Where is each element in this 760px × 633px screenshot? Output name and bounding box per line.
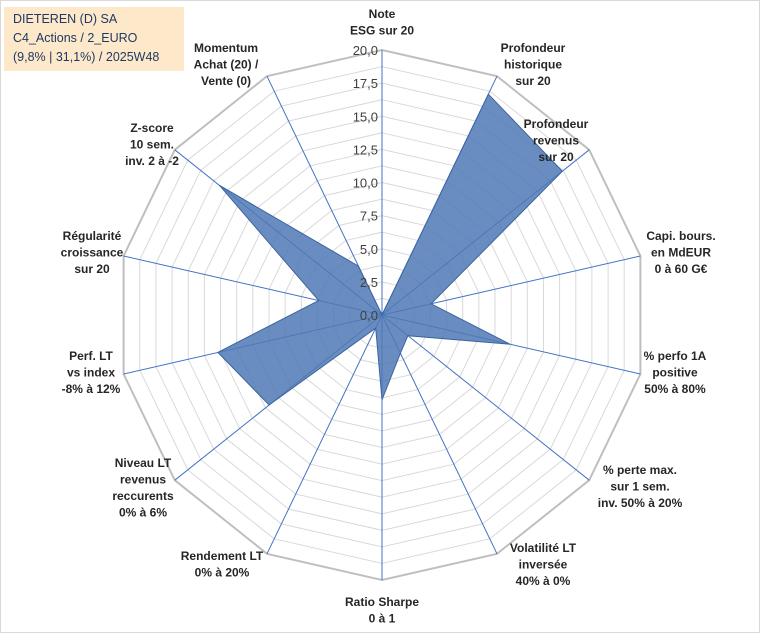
axis-label-line: Ratio Sharpe bbox=[345, 595, 419, 609]
radar-spoke bbox=[266, 314, 383, 555]
axis-label-line: Rendement LT bbox=[181, 549, 264, 563]
axis-label-line: inv. 50% à 20% bbox=[598, 496, 683, 510]
axis-label-line: Achat (20) / bbox=[194, 58, 259, 72]
axis-label: Ratio Sharpe 0 à 1 bbox=[345, 595, 419, 626]
axis-label-line: Volatilité LT bbox=[510, 541, 577, 555]
axis-label-line: Note bbox=[369, 7, 396, 21]
axis-label-line: 0 à 60 G€ bbox=[655, 262, 708, 276]
axis-label: Momentum Achat (20) / Vente (0) bbox=[194, 41, 259, 88]
axis-label-line: Z-score bbox=[130, 121, 174, 135]
axis-label: Profondeur historique sur 20 bbox=[501, 41, 566, 88]
axis-label-line: inversée bbox=[519, 558, 568, 572]
axis-label-line: -8% à 12% bbox=[62, 382, 121, 396]
axis-label: Z-score 10 sem. inv. 2 à -2 bbox=[125, 121, 179, 168]
axis-label-line: Régularité bbox=[63, 229, 122, 243]
axis-label-line: revenus bbox=[533, 134, 579, 148]
axis-label-line: 0% à 20% bbox=[195, 566, 250, 580]
axis-label: Capi. bours. en MdEUR 0 à 60 G€ bbox=[646, 229, 715, 276]
axis-label-line: Momentum bbox=[194, 41, 258, 55]
axis-label-line: Profondeur bbox=[524, 117, 589, 131]
axis-label-line: Profondeur bbox=[501, 41, 566, 55]
axis-label: % perte max. sur 1 sem. inv. 50% à 20% bbox=[598, 463, 683, 510]
chart-title-box: DIETEREN (D) SA C4_Actions / 2_EURO (9,8… bbox=[4, 7, 184, 71]
axis-label: % perfo 1A positive 50% à 80% bbox=[644, 349, 707, 396]
radar-tick-label: 2,5 bbox=[360, 275, 378, 290]
axis-label: Volatilité LT inversée 40% à 0% bbox=[510, 541, 577, 588]
title-line-2: C4_Actions / 2_EURO bbox=[13, 31, 138, 45]
radar-axis-labels: Note ESG sur 20 Profondeur historique sur 20… bbox=[61, 7, 716, 626]
radar-tick-label: 0,0 bbox=[360, 308, 378, 323]
axis-label-line: Vente (0) bbox=[201, 74, 251, 88]
axis-label-line: sur 20 bbox=[74, 262, 110, 276]
title-line-1: DIETEREN (D) SA bbox=[13, 12, 118, 26]
radar-tick-label: 10,0 bbox=[353, 176, 378, 191]
radar-tick-label: 12,5 bbox=[353, 142, 378, 157]
axis-label-line: sur 20 bbox=[538, 150, 574, 164]
radar-tick-label: 15,0 bbox=[353, 109, 378, 124]
radar-tick-label: 17,5 bbox=[353, 76, 378, 91]
axis-label-line: % perfo 1A bbox=[644, 349, 707, 363]
axis-label-line: sur 20 bbox=[515, 74, 551, 88]
radar-tick-label: 7,5 bbox=[360, 209, 378, 224]
axis-label: Régularité croissance sur 20 bbox=[61, 229, 124, 276]
axis-label-line: 10 sem. bbox=[130, 138, 174, 152]
axis-label-line: 0% à 6% bbox=[119, 506, 167, 520]
axis-label-line: vs index bbox=[67, 366, 115, 380]
axis-label-line: reccurents bbox=[112, 489, 174, 503]
axis-label-line: croissance bbox=[61, 246, 124, 260]
axis-label-line: 0 à 1 bbox=[369, 612, 396, 626]
axis-label-line: Perf. LT bbox=[69, 349, 113, 363]
radar-spoke bbox=[381, 314, 590, 481]
axis-label-line: historique bbox=[504, 58, 562, 72]
axis-label: Note ESG sur 20 bbox=[350, 7, 414, 38]
axis-label-line: % perte max. bbox=[603, 463, 677, 477]
axis-label-line: en MdEUR bbox=[651, 246, 711, 260]
axis-label-line: positive bbox=[652, 366, 698, 380]
radar-tick-label: 20,0 bbox=[353, 43, 378, 58]
radar-series bbox=[217, 93, 563, 406]
axis-label-line: Niveau LT bbox=[115, 456, 172, 470]
axis-label-line: Capi. bours. bbox=[646, 229, 715, 243]
axis-label-line: ESG sur 20 bbox=[350, 24, 414, 38]
title-line-3: (9,8% | 31,1%) / 2025W48 bbox=[13, 50, 160, 64]
axis-label-line: 40% à 0% bbox=[516, 574, 571, 588]
radar-spoke bbox=[381, 314, 498, 555]
radar-tick-labels: 0,0 2,5 5,0 7,5 10,0 12,5 15,0 17,5 20,0 bbox=[353, 43, 378, 323]
axis-label: Perf. LT vs index -8% à 12% bbox=[62, 349, 121, 396]
axis-label: Profondeur revenus sur 20 bbox=[524, 117, 589, 164]
axis-label-line: 50% à 80% bbox=[644, 382, 706, 396]
axis-label-line: revenus bbox=[120, 473, 166, 487]
axis-label-line: inv. 2 à -2 bbox=[125, 154, 179, 168]
axis-label-line: sur 1 sem. bbox=[610, 480, 669, 494]
radar-tick-label: 5,0 bbox=[360, 242, 378, 257]
axis-label: Rendement LT 0% à 20% bbox=[181, 549, 264, 580]
axis-label: Niveau LT revenus reccurents 0% à 6% bbox=[112, 456, 174, 520]
